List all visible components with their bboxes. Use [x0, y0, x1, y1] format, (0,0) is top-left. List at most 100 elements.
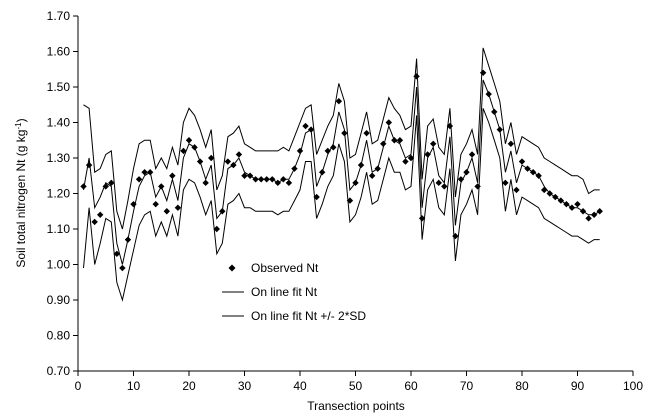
legend-label: Observed Nt [251, 261, 319, 275]
x-tick-label: 90 [571, 379, 585, 393]
observed-point [402, 158, 409, 165]
observed-point [535, 172, 542, 179]
series-line [83, 47, 600, 230]
y-axis-title-main: Soil total nitrogen Nt (g kg [14, 130, 28, 268]
observed-point [430, 140, 437, 147]
observed-point [557, 197, 565, 204]
y-tick-label: 1.30 [47, 151, 71, 165]
observed-point [374, 165, 381, 172]
y-tick-labels: 0.70 0.80 0.90 1.00 1.10 1.20 1.30 1.40 1.50 1.60… [47, 9, 71, 378]
observed-point [202, 179, 209, 187]
observed-point [224, 158, 232, 165]
y-tick-label: 1.20 [47, 187, 71, 201]
observed-point [269, 176, 276, 183]
observed-point [357, 161, 365, 169]
legend-label: On line fit Nt +/- 2*SD [251, 309, 366, 323]
x-tick-label: 50 [349, 379, 363, 393]
observed-point [435, 179, 442, 187]
observed-point [169, 172, 176, 179]
observed-point [291, 165, 298, 172]
observed-point [80, 183, 87, 190]
observed-point [463, 169, 470, 176]
observed-point [418, 215, 426, 222]
observed-point [180, 147, 187, 155]
observed-point [235, 151, 243, 158]
observed-point [507, 140, 515, 147]
observed-point [285, 179, 293, 187]
observed-point [307, 126, 315, 133]
observed-point [574, 200, 581, 208]
observed-point [546, 190, 553, 197]
observed-point [380, 140, 387, 147]
observed-point [219, 208, 226, 215]
observed-point [302, 122, 309, 130]
observed-point [102, 183, 109, 190]
axes [73, 15, 634, 376]
observed-point [396, 137, 404, 144]
series-line [83, 79, 600, 265]
y-axis-title-end: ) [14, 118, 28, 122]
observed-point [457, 176, 465, 183]
y-tick-label: 1.50 [47, 80, 71, 94]
observed-point [491, 108, 498, 116]
observed-point [363, 129, 370, 137]
observed-point [568, 204, 576, 211]
observed-point [407, 154, 415, 162]
observed-point [324, 147, 331, 155]
observed-point [579, 208, 587, 215]
observed-point [474, 183, 481, 190]
y-tick-label: 1.10 [47, 222, 71, 236]
x-tick-label: 40 [293, 379, 307, 393]
observed-point [274, 179, 281, 187]
observed-point [541, 186, 548, 194]
observed-point [124, 236, 132, 243]
observed-point [185, 137, 193, 144]
observed-point [91, 218, 98, 226]
observed-point [413, 73, 420, 80]
observed-point [208, 154, 215, 162]
observed-point [513, 186, 520, 194]
observed-point [424, 151, 431, 158]
observed-point [196, 158, 204, 165]
observed-point [352, 179, 359, 187]
observed-point [496, 126, 503, 133]
observed-point [563, 200, 570, 208]
observed-point [141, 169, 148, 176]
observed-point [585, 215, 592, 222]
observed-point [163, 208, 170, 215]
observed-point [246, 172, 254, 179]
observed-point [368, 172, 376, 179]
x-tick-label: 70 [460, 379, 474, 393]
observed-point [452, 232, 459, 240]
observed-markers [80, 69, 603, 272]
x-tick-label: 10 [127, 379, 141, 393]
observed-point [113, 250, 121, 258]
observed-point [280, 176, 287, 183]
observed-point [174, 204, 182, 211]
y-tick-label: 1.40 [47, 116, 71, 130]
x-tick-label: 0 [75, 379, 82, 393]
observed-point [596, 208, 603, 215]
observed-point [524, 165, 531, 172]
observed-point [385, 119, 392, 126]
y-tick-label: 0.90 [47, 293, 71, 307]
observed-point [319, 169, 326, 176]
observed-point [191, 144, 198, 151]
observed-point [346, 197, 354, 204]
legend-marker-observed [228, 264, 236, 272]
observed-point [241, 172, 248, 179]
observed-point [257, 176, 265, 183]
y-tick-label: 1.00 [47, 258, 71, 272]
x-tick-label: 20 [182, 379, 196, 393]
y-tick-label: 1.70 [47, 9, 71, 23]
legend-label: On line fit Nt [251, 285, 318, 299]
legend: Observed Nt On line fit Nt On line fit Nt … [222, 261, 366, 323]
series-lines [83, 47, 600, 302]
observed-point [213, 225, 220, 233]
observed-point [146, 169, 154, 176]
series-line [83, 108, 600, 302]
y-axis-title: Soil total nitrogen Nt (g kg-1) [14, 118, 28, 267]
x-tick-label: 60 [404, 379, 418, 393]
